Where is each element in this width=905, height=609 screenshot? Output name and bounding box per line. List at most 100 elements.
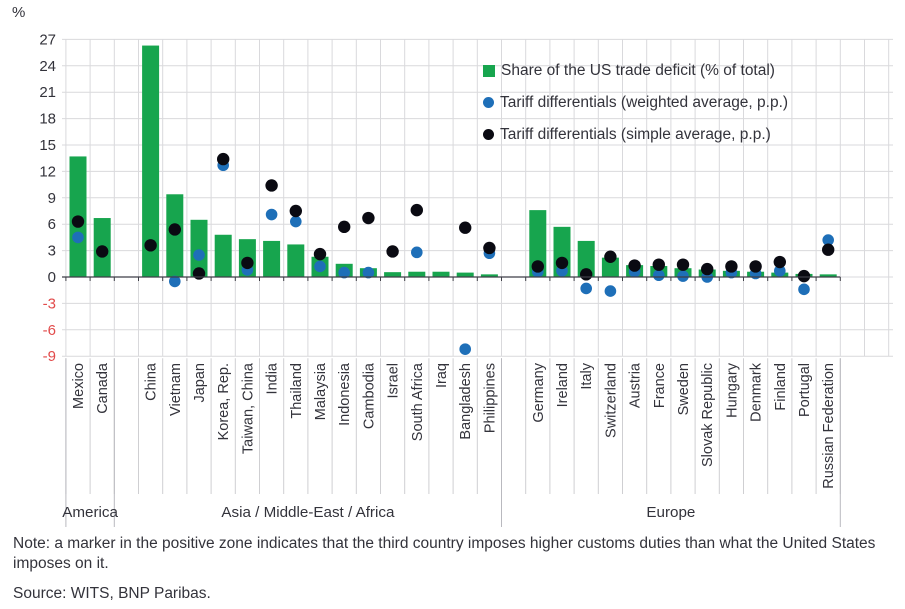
bar-india (263, 240, 281, 277)
country-label-canada: Canada (95, 362, 111, 414)
marker-simple-canada (96, 245, 109, 258)
country-label-israel: Israel (386, 363, 402, 398)
country-label-philippines: Philippines (482, 363, 498, 433)
marker-weighted-russian-federation (822, 234, 834, 246)
marker-weighted-india (265, 208, 278, 221)
tariff-differentials-chart: -9 -6 -3 0 3 6 9 12 15 18 21 24 27% Mexico Canada China… (12, 4, 893, 527)
y-tick-label--3: -3 (43, 295, 56, 312)
marker-simple-taiwan-china (241, 256, 254, 270)
country-label-mexico: Mexico (71, 363, 87, 409)
marker-weighted-cambodia (362, 266, 375, 279)
country-label-slovak-republic: Slovak Republic (700, 363, 716, 467)
country-label-ireland: Ireland (555, 363, 571, 407)
y-tick-label-6: 6 (48, 216, 56, 233)
country-label-denmark: Denmark (749, 362, 765, 422)
bar-swatch-icon (483, 64, 495, 77)
marker-simple-japan (192, 267, 206, 280)
y-tick-label--9: -9 (43, 348, 56, 365)
marker-simple-thailand (289, 204, 302, 218)
bar-south-africa (408, 271, 426, 277)
marker-simple-cambodia (362, 211, 375, 225)
marker-simple-philippines (483, 241, 496, 255)
bar-philippines (480, 274, 498, 277)
bar-italy (577, 240, 595, 277)
marker-weighted-italy (580, 282, 592, 295)
marker-simple-israel (386, 245, 399, 258)
country-label-bangladesh: Bangladesh (458, 363, 474, 440)
country-label-sweden: Sweden (676, 363, 692, 415)
y-tick-label-18: 18 (39, 111, 56, 128)
marker-simple-south-africa (410, 203, 423, 217)
legend-label-simple: Tariff differentials (simple average, p.… (500, 125, 771, 143)
chart-note: Note: a marker in the positive zone indi… (13, 535, 876, 573)
marker-simple-denmark (749, 260, 762, 273)
country-label-portugal: Portugal (797, 363, 813, 417)
marker-simple-france (652, 258, 665, 271)
marker-simple-slovak-republic (701, 262, 714, 276)
marker-weighted-thailand (290, 215, 302, 228)
country-label-austria: Austria (628, 362, 644, 408)
country-label-india: India (265, 362, 281, 394)
marker-simple-bangladesh (459, 221, 472, 234)
country-label-korea-rep: Korea, Rep. (216, 363, 232, 440)
chart-source: Source: WITS, BNP Paribas. (13, 584, 211, 602)
marker-simple-indonesia (338, 220, 351, 234)
marker-weighted-vietnam (169, 275, 181, 288)
legend-label-weighted: Tariff differentials (weighted average, … (500, 93, 789, 111)
marker-weighted-malaysia (314, 260, 326, 273)
country-label-france: France (652, 363, 668, 408)
bar-korea-rep (214, 234, 232, 277)
y-tick-label-12: 12 (39, 163, 56, 180)
marker-weighted-sweden (677, 270, 689, 282)
marker-weighted-indonesia (338, 266, 351, 279)
region-label-europe: Europe (646, 504, 695, 521)
y-tick-label-27: 27 (39, 31, 56, 48)
country-label-vietnam: Vietnam (168, 363, 184, 416)
country-label-malaysia: Malaysia (313, 362, 329, 420)
bar-iraq (432, 271, 450, 277)
country-label-cambodia: Cambodia (361, 362, 377, 429)
bar-thailand (287, 244, 305, 277)
legend-item-simple: Tariff differentials (simple average, p.… (483, 125, 788, 144)
marker-simple-russian-federation (822, 243, 835, 256)
country-label-iraq: Iraq (434, 363, 450, 388)
country-label-hungary: Hungary (724, 362, 740, 418)
blue-dot-swatch-icon (483, 97, 494, 108)
country-label-thailand: Thailand (289, 363, 305, 419)
bar-china (142, 45, 160, 278)
marker-weighted-south-africa (411, 246, 423, 259)
marker-weighted-bangladesh (459, 343, 472, 355)
y-tick-label-3: 3 (48, 243, 56, 260)
marker-simple-germany (531, 260, 544, 273)
country-label-south-africa: South Africa (410, 362, 426, 441)
marker-simple-switzerland (604, 250, 617, 263)
marker-simple-india (265, 179, 278, 192)
marker-weighted-switzerland (604, 285, 617, 297)
country-label-switzerland: Switzerland (603, 363, 619, 438)
bar-bangladesh (456, 272, 474, 277)
country-label-germany: Germany (531, 362, 547, 422)
marker-simple-vietnam (168, 223, 181, 236)
bar-germany (529, 210, 547, 277)
marker-weighted-mexico (72, 231, 84, 244)
chart-canvas: -9 -6 -3 0 3 6 9 12 15 18 21 24 27% Mexico Canada China… (12, 4, 893, 527)
marker-simple-italy (580, 268, 593, 281)
country-label-indonesia: Indonesia (337, 362, 353, 426)
marker-weighted-france (653, 269, 665, 282)
marker-simple-hungary (725, 260, 738, 273)
bar-israel (384, 272, 402, 277)
marker-simple-ireland (555, 256, 569, 270)
chart-footnotes: Note: a marker in the positive zone indi… (13, 534, 895, 604)
marker-simple-portugal (797, 269, 811, 283)
marker-simple-china (144, 239, 157, 252)
marker-weighted-finland (774, 265, 786, 277)
y-tick-label-9: 9 (48, 190, 56, 207)
legend: Share of the US trade deficit (% of tota… (483, 61, 788, 144)
region-label-asia-middle-east-africa: Asia / Middle-East / Africa (221, 504, 395, 521)
country-label-japan: Japan (192, 363, 208, 403)
y-axis-unit-label: % (12, 4, 25, 21)
country-label-taiwan-china: Taiwan, China (240, 362, 256, 454)
bar-switzerland (601, 257, 619, 277)
bar-russian-federation (819, 274, 837, 277)
legend-item-weighted: Tariff differentials (weighted average, … (483, 93, 788, 112)
